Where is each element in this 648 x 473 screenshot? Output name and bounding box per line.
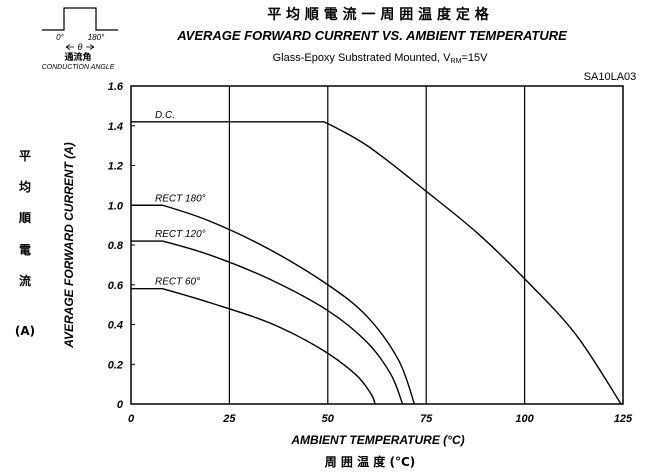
title-cn: 平 均 順 電 流 一 周 囲 温 度 定 格 xyxy=(267,6,490,23)
x-tick-label: 100 xyxy=(515,413,534,425)
y-axis-label-cn-char: 平 xyxy=(19,149,31,163)
y-tick-label: 1.0 xyxy=(108,200,124,212)
y-axis-label-cn-char: 順 xyxy=(18,210,32,225)
y-tick-label: 0.8 xyxy=(108,240,124,252)
series-lines xyxy=(131,122,621,404)
y-axis-label-cn-char: 電 xyxy=(19,243,31,257)
inset-theta: θ xyxy=(78,42,83,52)
y-tick-label: 0.6 xyxy=(108,280,124,292)
x-tick-label: 0 xyxy=(128,413,135,425)
y-axis-label-cn-char: 均 xyxy=(19,179,31,194)
y-axis-label-cn: 平 均 順 電 流 (A) xyxy=(15,149,35,338)
x-tick-label: 25 xyxy=(222,413,236,425)
x-tick-label: 75 xyxy=(420,413,433,425)
y-tick-label: 0.4 xyxy=(108,320,123,332)
series-line xyxy=(131,289,375,404)
y-axis-label-cn-unit: (A) xyxy=(15,324,35,338)
y-tick-label: 0 xyxy=(117,399,124,411)
conduction-pulse-icon xyxy=(42,8,118,30)
series-label: D.C. xyxy=(155,110,175,121)
inset-label-cn: 通流角 xyxy=(64,51,91,63)
series-labels: D.C. RECT 180° RECT 120° RECT 60° xyxy=(155,110,206,288)
series-label: RECT 60° xyxy=(155,277,200,288)
x-tick-labels: 0 25 50 75 100 125 xyxy=(128,413,633,425)
y-tick-label: 1.2 xyxy=(108,161,123,173)
y-tick-label: 1.6 xyxy=(108,81,124,93)
y-tick-label: 0.2 xyxy=(108,359,123,371)
conduction-angle-inset: 0° 180° θ 通流角 CONDUCTION ANGLE xyxy=(42,8,118,71)
y-tick-labels: 0 0.2 0.4 0.6 0.8 1.0 1.2 1.4 1.6 xyxy=(108,81,124,411)
y-axis-label-cn-char: 流 xyxy=(19,273,31,288)
x-tick-label: 50 xyxy=(322,413,335,425)
series-label: RECT 120° xyxy=(155,229,206,240)
plot-frame xyxy=(131,86,623,404)
chart-title: AVERAGE FORWARD CURRENT VS. AMBIENT TEMP… xyxy=(176,28,567,43)
x-axis-label-cn: 周 囲 温 度 (°C) xyxy=(325,454,416,469)
series-line xyxy=(131,241,403,404)
inset-tick-right: 180° xyxy=(88,33,105,42)
chart-subtitle: Glass-Epoxy Substrated Mounted, VRM=15V xyxy=(273,52,488,65)
inset-tick-left: 0° xyxy=(56,33,64,42)
x-axis-label: AMBIENT TEMPERATURE (°C) xyxy=(290,433,464,447)
x-tick-label: 125 xyxy=(614,413,633,425)
part-number: SA10LA03 xyxy=(584,71,637,83)
y-tick-label: 1.4 xyxy=(108,121,123,133)
series-label: RECT 180° xyxy=(155,193,206,204)
y-axis-label: AVERAGE FORWARD CURRENT (A) xyxy=(62,142,76,349)
plot-grid xyxy=(131,86,525,404)
series-line xyxy=(131,122,621,404)
inset-label-en: CONDUCTION ANGLE xyxy=(42,64,115,71)
